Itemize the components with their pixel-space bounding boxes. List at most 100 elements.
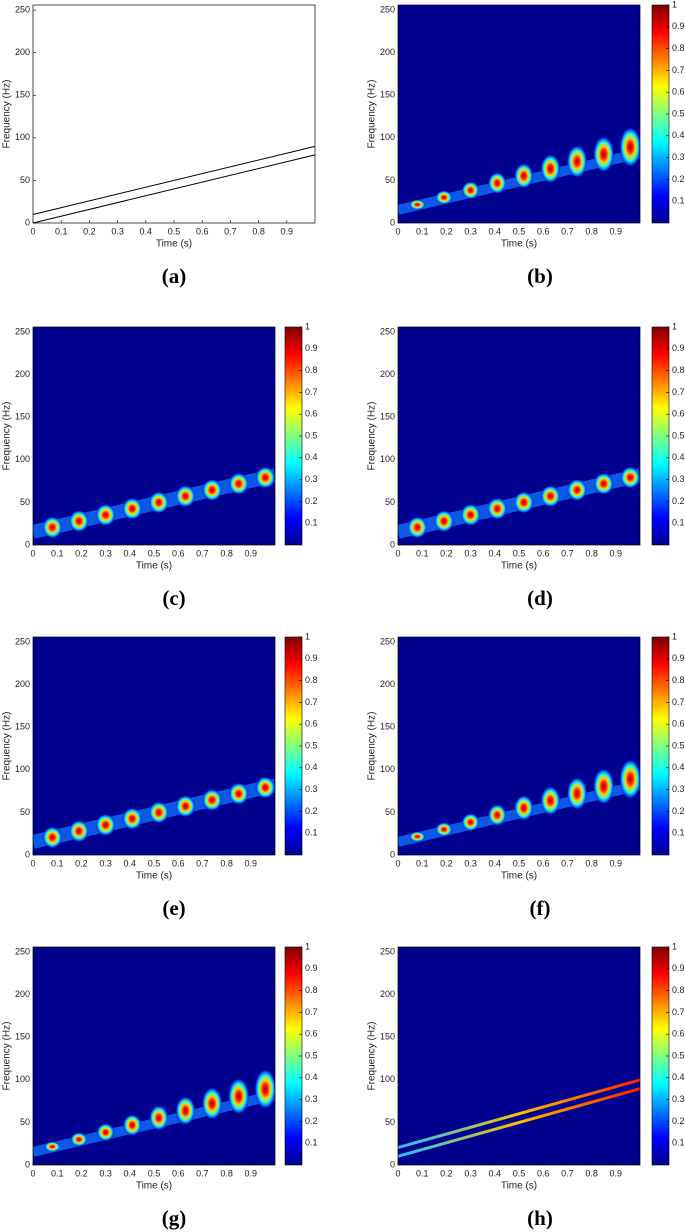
ridge-blob: [95, 813, 116, 836]
colorbar-tick-label: 0.2: [672, 806, 685, 816]
x-axis-label: Time (s): [501, 1181, 537, 1192]
x-tick-label: 0.4: [489, 1168, 502, 1178]
colorbar-tick-label: 0.3: [672, 474, 685, 484]
colorbar-tick-label: 0.8: [672, 985, 685, 995]
colorbar-tick-label: 0.3: [305, 474, 318, 484]
x-tick-label: 0.6: [172, 548, 185, 558]
colorbar-tick-label: 0.5: [305, 430, 318, 440]
ridge-blob: [68, 820, 89, 843]
x-tick-label: 0: [30, 1168, 35, 1178]
y-tick-label: 150: [15, 90, 30, 100]
colorbar-tick-label: 0.8: [305, 985, 318, 995]
x-tick-label: 0.4: [124, 548, 137, 558]
ridge-blob: [619, 126, 640, 168]
ridge-blob: [409, 199, 426, 210]
x-tick-label: 0.1: [51, 1168, 64, 1178]
x-tick-label: 0.5: [148, 858, 161, 868]
ridge-blob: [42, 826, 63, 849]
ridge-blob: [255, 466, 275, 489]
y-tick-label: 50: [385, 497, 395, 507]
x-tick-label: 0.8: [220, 858, 233, 868]
x-tick-label: 0.2: [75, 548, 88, 558]
colorbar-tick-label: 0.6: [305, 719, 318, 729]
panel-caption: (h): [527, 1206, 553, 1230]
x-axis-label: Time (s): [136, 561, 172, 572]
colorbar-tick-label: 0.3: [305, 1094, 318, 1104]
panel-caption: (a): [162, 264, 187, 288]
y-tick-label: 250: [15, 326, 30, 336]
y-axis-label: Frequency (Hz): [367, 1022, 378, 1091]
y-tick-label: 50: [20, 497, 30, 507]
y-tick-label: 200: [15, 989, 30, 999]
ridge-blob: [435, 822, 453, 837]
colorbar-tick-label: 0.9: [305, 653, 318, 663]
x-tick-label: 0.9: [610, 858, 623, 868]
colorbar-tick-label: 0.8: [305, 675, 318, 685]
x-tick-label: 0.7: [224, 226, 237, 236]
ridge-blob: [44, 1141, 61, 1152]
x-tick-label: 0.4: [124, 858, 137, 868]
colorbar-tick-label: 0.8: [672, 43, 685, 53]
ridge: [398, 1078, 640, 1150]
colorbar-tick-label: 0.7: [305, 1007, 318, 1017]
colorbar-tick-label: 0.2: [305, 806, 318, 816]
x-axis-label: Time (s): [136, 1181, 172, 1192]
colorbar-tick-label: 0.3: [672, 1094, 685, 1104]
colorbar-tick-label: 0.3: [672, 152, 685, 162]
x-tick-label: 0: [395, 226, 400, 236]
x-tick-label: 0.9: [610, 548, 623, 558]
heatmap-background: [398, 327, 640, 545]
colorbar-tick-label: 1: [305, 321, 310, 331]
ridge-blob: [513, 491, 534, 514]
x-tick-label: 0: [30, 226, 35, 236]
y-tick-label: 250: [380, 4, 395, 14]
x-tick-label: 0.1: [51, 858, 64, 868]
panel-caption: (b): [527, 264, 553, 288]
x-tick-label: 0.8: [585, 1168, 598, 1178]
ridge-blob: [228, 782, 249, 805]
x-tick-label: 0.1: [416, 548, 429, 558]
x-tick-label: 0.3: [111, 226, 124, 236]
colorbar-tick-label: 0.3: [672, 784, 685, 794]
y-tick-label: 50: [385, 175, 395, 185]
ridge-blob: [95, 503, 116, 526]
colorbar-tick-label: 0.6: [672, 87, 685, 97]
y-tick-label: 250: [15, 946, 30, 956]
ridge-blob: [228, 472, 249, 495]
x-tick-label: 0.5: [148, 1168, 161, 1178]
ridge-blob: [148, 801, 169, 824]
y-axis-label: Frequency (Hz): [2, 1022, 13, 1091]
colorbar-tick-label: 0.4: [672, 452, 685, 462]
colorbar-tick-label: 0.4: [305, 762, 318, 772]
y-tick-label: 200: [15, 47, 30, 57]
ridge-blob: [175, 1096, 196, 1126]
colorbar-tick-label: 1: [672, 0, 677, 9]
colorbar-tick-label: 0.5: [672, 108, 685, 118]
ridge-blob: [433, 510, 454, 533]
colorbar-tick-label: 0.1: [305, 828, 318, 838]
x-tick-label: 0.9: [281, 226, 294, 236]
y-tick-label: 50: [20, 1117, 30, 1127]
ridge-blob: [435, 190, 453, 205]
x-tick-label: 0.4: [489, 858, 502, 868]
x-tick-label: 0.9: [610, 1168, 623, 1178]
heatmap-image: [398, 947, 640, 1165]
x-tick-label: 0.2: [440, 226, 453, 236]
ridge: [398, 1087, 640, 1158]
y-tick-label: 100: [380, 1074, 395, 1084]
colorbar-tick-label: 0.7: [305, 387, 318, 397]
colorbar-tick-label: 0.6: [305, 1029, 318, 1039]
x-tick-label: 0.2: [75, 1168, 88, 1178]
y-tick-label: 200: [380, 369, 395, 379]
x-tick-label: 0.4: [489, 226, 502, 236]
ridge-blob: [593, 472, 614, 495]
x-tick-label: 0: [30, 858, 35, 868]
colorbar-tick-label: 1: [305, 631, 310, 641]
colorbar-tick-label: 0.5: [672, 430, 685, 440]
x-axis-label: Time (s): [501, 239, 537, 250]
ridge-blob: [149, 1105, 169, 1131]
ridge-blob: [70, 1132, 88, 1147]
ridge-blob: [540, 786, 561, 816]
x-tick-label: 0.1: [51, 548, 64, 558]
